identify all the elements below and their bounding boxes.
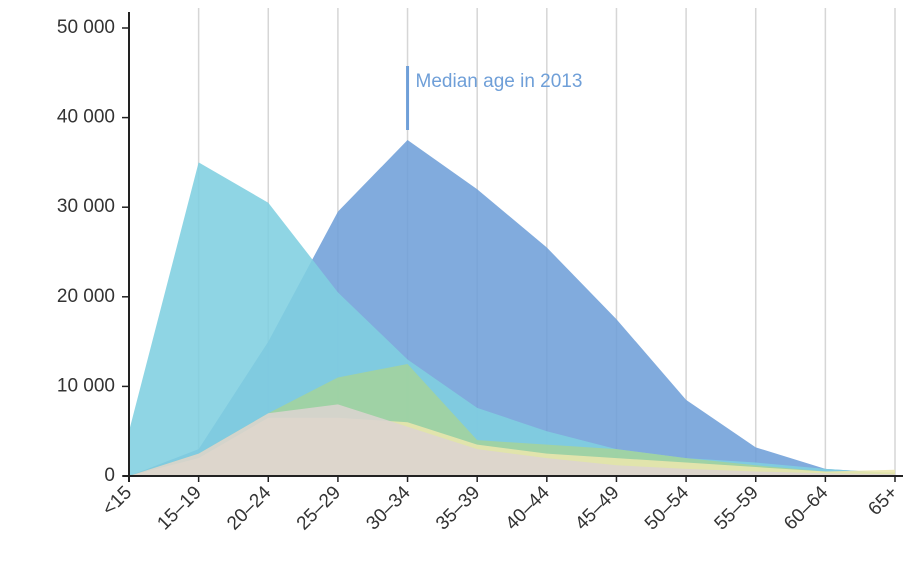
y-tick-label: 50 000 [57, 17, 115, 38]
x-tick-label: 65+ [864, 482, 902, 520]
annotation: Median age in 2013 [416, 71, 583, 92]
y-tick-label: 20 000 [57, 286, 115, 307]
x-tick-label: 50–54 [641, 482, 694, 535]
y-tick-label: 0 [104, 465, 115, 486]
y-tick-label: 30 000 [57, 196, 115, 217]
x-tick-label: 20–24 [223, 482, 276, 535]
x-tick-label: <15 [98, 482, 136, 520]
y-tick-label: 40 000 [57, 107, 115, 128]
y-tick-label: 10 000 [57, 375, 115, 396]
x-tick-label: 60–64 [780, 482, 833, 535]
x-tick-label: 55–59 [711, 482, 763, 534]
x-tick-label: 45–49 [571, 482, 623, 534]
x-tick-label: 15–19 [154, 482, 206, 534]
x-tick-label: 35–39 [432, 482, 484, 534]
x-tick-label: 25–29 [293, 482, 345, 534]
x-tick-label: 40–44 [502, 482, 555, 535]
x-tick-label: 30–34 [362, 482, 415, 535]
area [129, 404, 895, 476]
